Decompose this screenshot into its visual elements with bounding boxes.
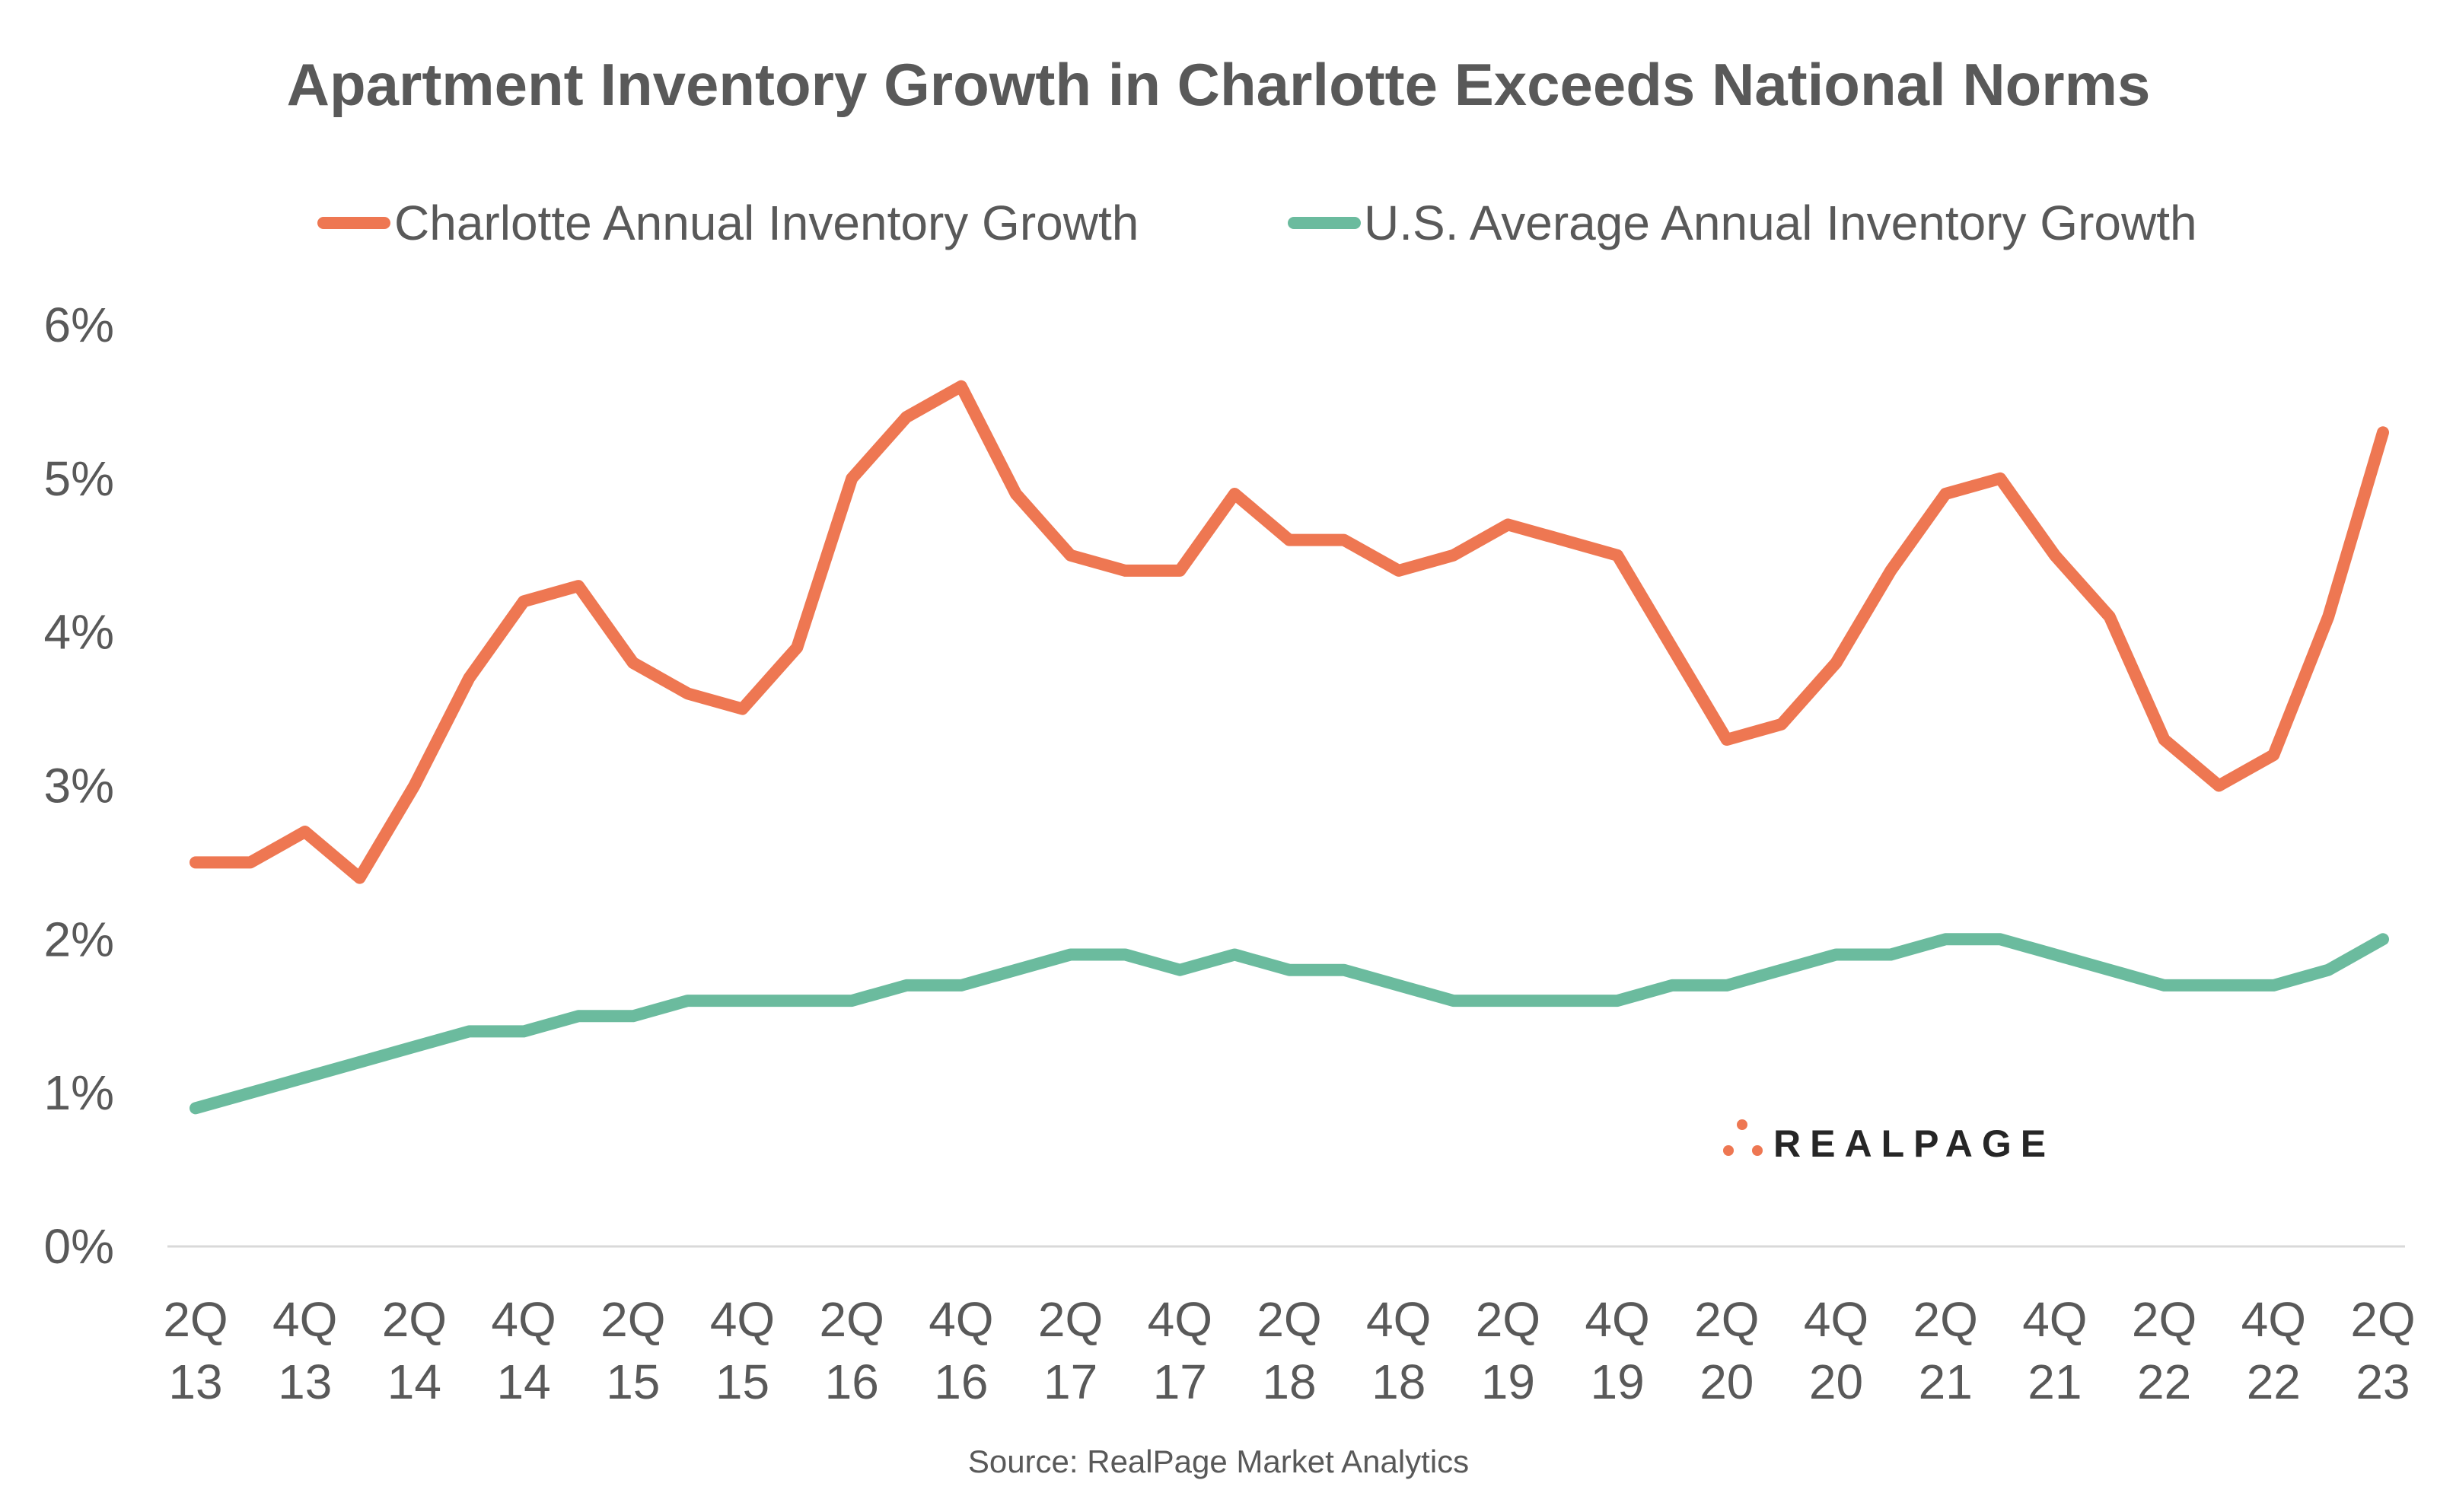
svg-text:21: 21	[2028, 1354, 2082, 1409]
svg-text:4Q: 4Q	[2022, 1292, 2087, 1347]
legend-label-us: U.S. Average Annual Inventory Growth	[1364, 196, 2197, 250]
svg-text:16: 16	[934, 1354, 988, 1409]
y-tick-label: 3%	[44, 759, 115, 813]
svg-text:22: 22	[2247, 1354, 2301, 1409]
svg-text:4Q: 4Q	[1148, 1292, 1212, 1347]
svg-text:2Q: 2Q	[382, 1292, 447, 1347]
svg-text:23: 23	[2356, 1354, 2410, 1409]
svg-text:4Q: 4Q	[2241, 1292, 2306, 1347]
svg-text:2Q: 2Q	[1913, 1292, 1978, 1347]
svg-text:21: 21	[1919, 1354, 1973, 1409]
y-tick-label: 6%	[44, 298, 115, 352]
svg-text:4Q: 4Q	[491, 1292, 556, 1347]
y-tick-label: 5%	[44, 451, 115, 506]
svg-text:4Q: 4Q	[710, 1292, 775, 1347]
svg-text:2Q: 2Q	[2132, 1292, 2196, 1347]
y-tick-label: 1%	[44, 1065, 115, 1120]
svg-text:2Q: 2Q	[163, 1292, 228, 1347]
svg-text:22: 22	[2137, 1354, 2191, 1409]
source-note: Source: RealPage Market Analytics	[968, 1444, 1469, 1479]
svg-text:20: 20	[1809, 1354, 1863, 1409]
svg-text:2Q: 2Q	[2350, 1292, 2415, 1347]
series-line-us	[190, 933, 2389, 1115]
svg-text:13: 13	[278, 1354, 332, 1409]
svg-text:15: 15	[606, 1354, 660, 1409]
svg-text:17: 17	[1153, 1354, 1207, 1409]
svg-text:19: 19	[1481, 1354, 1535, 1409]
realpage-logo: REALPAGE	[1723, 1119, 2055, 1165]
y-tick-label: 0%	[44, 1219, 115, 1274]
svg-text:17: 17	[1043, 1354, 1097, 1409]
svg-text:2Q: 2Q	[1038, 1292, 1103, 1347]
svg-text:2Q: 2Q	[1476, 1292, 1540, 1347]
svg-text:4Q: 4Q	[272, 1292, 337, 1347]
svg-text:15: 15	[715, 1354, 769, 1409]
svg-text:14: 14	[387, 1354, 441, 1409]
svg-text:REALPAGE: REALPAGE	[1773, 1122, 2055, 1165]
svg-text:14: 14	[497, 1354, 551, 1409]
svg-text:16: 16	[825, 1354, 879, 1409]
legend-label-charlotte: Charlotte Annual Inventory Growth	[394, 196, 1139, 250]
chart-title: Apartment Inventory Growth in Charlotte …	[287, 51, 2151, 118]
svg-text:2Q: 2Q	[820, 1292, 884, 1347]
svg-text:18: 18	[1262, 1354, 1316, 1409]
series-line-charlotte	[190, 380, 2389, 884]
svg-text:19: 19	[1591, 1354, 1645, 1409]
svg-text:4Q: 4Q	[1804, 1292, 1868, 1347]
svg-text:20: 20	[1700, 1354, 1754, 1409]
svg-text:18: 18	[1371, 1354, 1426, 1409]
svg-text:13: 13	[168, 1354, 222, 1409]
svg-text:4Q: 4Q	[929, 1292, 993, 1347]
y-tick-label: 4%	[44, 605, 115, 660]
svg-text:4Q: 4Q	[1585, 1292, 1649, 1347]
svg-text:4Q: 4Q	[1366, 1292, 1431, 1347]
y-tick-label: 2%	[44, 912, 115, 966]
svg-text:2Q: 2Q	[600, 1292, 665, 1347]
svg-text:2Q: 2Q	[1257, 1292, 1321, 1347]
svg-text:2Q: 2Q	[1694, 1292, 1759, 1347]
legend: Charlotte Annual Inventory Growth U.S. A…	[317, 196, 2197, 250]
